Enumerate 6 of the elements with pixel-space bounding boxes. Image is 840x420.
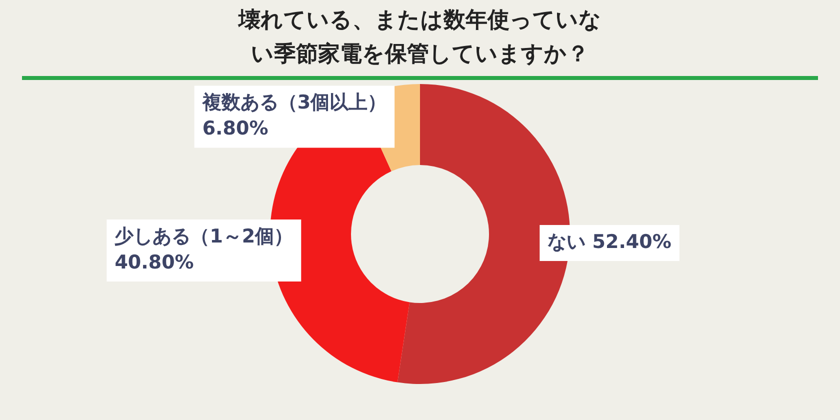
- data-label: 6.80%: [202, 118, 268, 140]
- slice-label: 複数ある（3個以上）: [201, 92, 387, 114]
- chart-title: 壊れている、または数年使っていない季節家電を保管していますか？: [236, 7, 602, 69]
- data-label: 40.80%: [114, 251, 194, 274]
- slice-label: 少しある（1～2個）: [114, 225, 294, 248]
- slice-label: ない 52.40%: [548, 230, 672, 253]
